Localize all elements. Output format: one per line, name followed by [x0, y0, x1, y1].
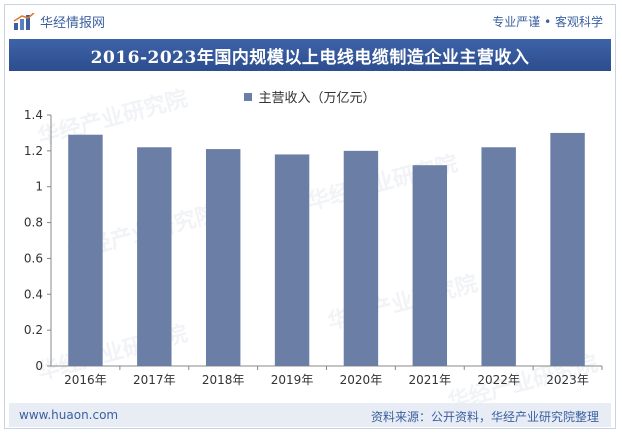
- y-tick-label: 0.4: [24, 287, 43, 301]
- x-tick-label: 2021年: [409, 373, 452, 387]
- bar: [137, 147, 172, 366]
- chart-title: 2016-2023年国内规模以上电线电缆制造企业主营收入: [90, 47, 530, 68]
- bar: [205, 149, 241, 366]
- legend-swatch: [244, 92, 253, 101]
- x-tick-label: 2022年: [477, 373, 520, 387]
- bar-chart: 0 0.2 0.4 0.6 0.8 1 1.2 1.4 2016年 2017年 2018年 2019年…: [24, 108, 603, 387]
- x-tick-label: 2019年: [271, 373, 314, 387]
- legend: 主营收入（万亿元）: [5, 87, 615, 106]
- chart-frame: 华经情报网 专业严谨 • 客观科学 2016-2023年国内规模以上电线电缆制造…: [4, 4, 616, 429]
- x-tick-label: 2018年: [202, 373, 245, 387]
- y-tick-label: 0.6: [24, 251, 43, 265]
- huajing-logo-icon: [13, 12, 35, 30]
- bar: [550, 132, 585, 366]
- y-tick-label: 0.8: [24, 216, 43, 230]
- footer-url[interactable]: www.huaon.com: [19, 408, 119, 422]
- y-tick-label: 0: [35, 359, 43, 373]
- y-tick-label: 1.4: [24, 108, 43, 122]
- y-tick-label: 1: [35, 180, 43, 194]
- source-note: 资料来源：公开资料，华经产业研究院整理: [370, 410, 599, 424]
- x-tick-label: 2023年: [546, 373, 589, 387]
- y-tick-label: 0.2: [24, 323, 43, 337]
- bar: [274, 154, 310, 366]
- bar: [68, 134, 103, 366]
- bar: [343, 150, 379, 366]
- title-bar: 2016-2023年国内规模以上电线电缆制造企业主营收入: [9, 39, 611, 71]
- tagline: 专业严谨 • 客观科学: [492, 15, 603, 29]
- footer: www.huaon.com 资料来源：公开资料，华经产业研究院整理: [9, 403, 611, 427]
- bar: [412, 165, 448, 366]
- brand: 华经情报网: [13, 12, 105, 31]
- bar: [481, 147, 516, 366]
- y-tick-label: 1.2: [24, 144, 43, 158]
- x-tick-label: 2016年: [64, 373, 107, 387]
- brand-name: 华经情报网: [40, 16, 106, 31]
- x-tick-label: 2017年: [133, 373, 176, 387]
- top-bar: 华经情报网 专业严谨 • 客观科学: [5, 5, 615, 37]
- legend-label: 主营收入（万亿元）: [258, 91, 376, 106]
- x-tick-label: 2020年: [340, 373, 383, 387]
